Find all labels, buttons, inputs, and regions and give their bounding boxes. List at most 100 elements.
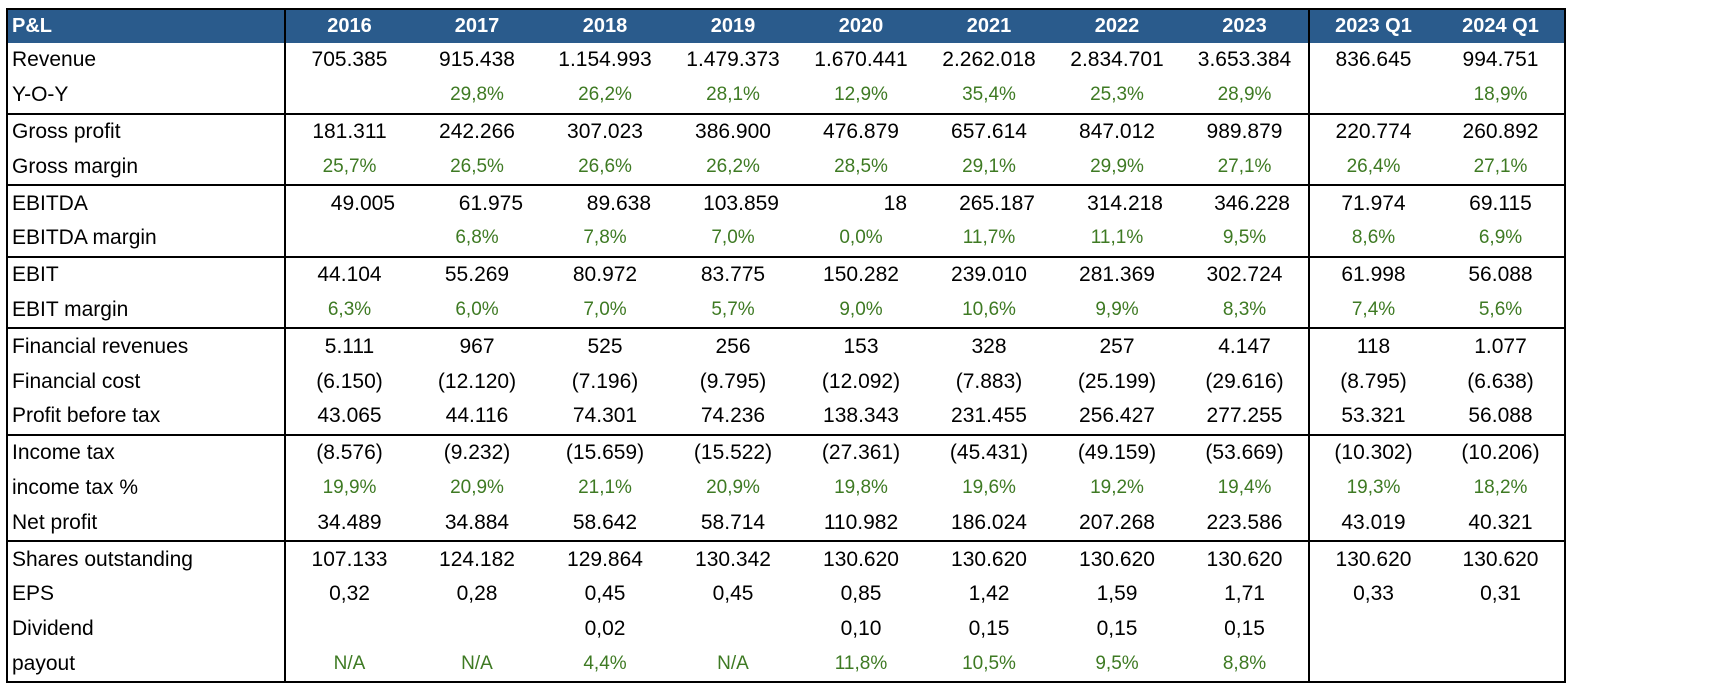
- row-label: Financial revenues: [7, 327, 286, 365]
- cell-value: 705.385: [311, 48, 388, 72]
- header-year: 2022: [1053, 9, 1181, 43]
- cell-value: 25,3%: [1090, 84, 1144, 106]
- cell-value: 49.005: [285, 184, 413, 221]
- cell-value: 18: [797, 184, 925, 221]
- header-label: P&L: [7, 9, 286, 43]
- cell-value: 307.023: [541, 112, 669, 150]
- table-row: Net profit 34.489 34.884 58.642 58.714 110.98…: [7, 505, 1565, 542]
- cell-value: 328: [925, 327, 1053, 365]
- cell-value: 8,6%: [1308, 220, 1437, 257]
- cell-value: 0,10: [840, 617, 882, 641]
- cell-value: 27,1%: [1217, 155, 1272, 177]
- cell-value: 19,3%: [1308, 470, 1437, 506]
- cell-value: 2.834.701: [1070, 48, 1164, 72]
- row-label: income tax %: [7, 470, 286, 506]
- cell-value: (7.883): [955, 369, 1023, 393]
- cell-value: 20,9%: [450, 476, 504, 498]
- cell-value: 29,8%: [450, 84, 504, 106]
- cell-value: 6,8%: [455, 227, 499, 249]
- table-row: EBIT margin 6,3% 6,0% 7,0% 5,7% 9,0% 10,6% 9,9%…: [7, 292, 1565, 329]
- cell-value: 74.301: [572, 404, 638, 428]
- cell-value: 0,45: [712, 582, 754, 606]
- cell-value: 231.455: [951, 404, 1027, 428]
- cell-value: 19,8%: [834, 476, 888, 498]
- row-label: Y-O-Y: [7, 77, 286, 114]
- cell-value: (15.659): [541, 433, 669, 471]
- cell-value: 28,1%: [706, 84, 760, 106]
- cell-value: 53.321: [1308, 398, 1437, 435]
- cell-value: 9,5%: [1222, 227, 1267, 249]
- cell-value: 0,32: [329, 582, 370, 606]
- table-row: Income tax (8.576) (9.232) (15.659) (15.522)…: [7, 433, 1565, 471]
- cell-value: 281.369: [1053, 255, 1181, 293]
- header-year: 2023: [1181, 9, 1309, 43]
- cell-value: 1,42: [968, 582, 1010, 606]
- cell-value: 239.010: [925, 255, 1053, 293]
- row-label: Financial cost: [7, 364, 286, 399]
- cell-value: 130.620: [1053, 540, 1181, 577]
- cell-value: [669, 612, 797, 647]
- table-row: EBIT 44.104 55.269 80.972 83.775 150.282 239.0…: [7, 255, 1565, 293]
- cell-value: 26,5%: [450, 155, 504, 177]
- cell-value: 61.998: [1308, 255, 1437, 293]
- cell-value: 19,2%: [1090, 476, 1144, 498]
- cell-value: 4.147: [1181, 327, 1309, 365]
- cell-value: 7,0%: [711, 227, 755, 249]
- cell-value: 9,5%: [1095, 652, 1139, 674]
- row-label: Net profit: [7, 505, 286, 542]
- cell-value: 1,59: [1096, 582, 1138, 606]
- cell-value: [1308, 611, 1437, 647]
- cell-value: 6,9%: [1478, 227, 1523, 249]
- cell-value: 43.019: [1308, 505, 1437, 542]
- cell-value: 0,31: [1480, 582, 1521, 606]
- cell-value: 657.614: [925, 112, 1053, 150]
- cell-value: 34.489: [317, 510, 382, 534]
- cell-value: 0,85: [840, 582, 882, 606]
- table-row: Profit before tax 43.065 44.116 74.301 74.23…: [7, 398, 1565, 435]
- cell-value: 153: [797, 327, 925, 365]
- cell-value: 346.228: [1181, 184, 1309, 221]
- cell-value: (8.576): [285, 433, 413, 471]
- cell-value: 56.088: [1468, 404, 1533, 428]
- cell-value: (49.159): [1053, 433, 1181, 471]
- cell-value: 130.620: [1181, 540, 1309, 577]
- cell-value: 130.342: [669, 540, 797, 577]
- cell-value: 130.620: [1308, 540, 1437, 577]
- cell-value: 28,9%: [1217, 84, 1272, 106]
- row-label: EBIT: [7, 255, 286, 293]
- cell-value: 0,15: [1224, 617, 1265, 641]
- cell-value: 83.775: [669, 255, 797, 293]
- cell-value: 124.182: [413, 540, 541, 577]
- cell-value: [1437, 612, 1565, 647]
- cell-value: 20,9%: [706, 476, 760, 498]
- cell-value: (9.232): [413, 433, 541, 471]
- row-label: Shares outstanding: [7, 540, 286, 577]
- row-label: Gross margin: [7, 149, 286, 186]
- cell-value: 0,15: [1096, 617, 1138, 641]
- cell-value: (10.302): [1308, 433, 1437, 471]
- cell-value: 181.311: [285, 112, 413, 150]
- cell-value: 314.218: [1053, 184, 1181, 221]
- cell-value: 107.133: [285, 540, 413, 577]
- cell-value: 89.638: [541, 184, 669, 221]
- cell-value: 138.343: [823, 404, 899, 428]
- cell-value: (12.092): [821, 369, 901, 393]
- header-year: 2018: [541, 9, 669, 43]
- table-row: Dividend 0,02 0,10 0,15 0,15 0,15: [7, 611, 1565, 647]
- cell-value: 7,8%: [583, 227, 627, 249]
- cell-value: 3.653.384: [1197, 48, 1292, 72]
- header-quarter: 2024 Q1: [1437, 9, 1565, 43]
- table-row: Gross profit 181.311 242.266 307.023 386.900…: [7, 112, 1565, 150]
- table-row: EPS 0,32 0,28 0,45 0,45 0,85 1,42 1,59 1,71 0,33 0…: [7, 576, 1565, 612]
- cell-value: 0,02: [584, 617, 626, 641]
- table-row: Financial cost (6.150) (12.120) (7.196) (9.7…: [7, 364, 1565, 399]
- cell-value: 847.012: [1053, 112, 1181, 150]
- cell-value: N/A: [461, 652, 493, 674]
- header-year: 2016: [285, 9, 413, 43]
- cell-value: 40.321: [1468, 510, 1533, 534]
- cell-value: 0,28: [456, 582, 498, 606]
- table-row: Revenue 705.385 915.438 1.154.993 1.479.373 1…: [7, 43, 1565, 78]
- cell-value: (53.669): [1181, 433, 1309, 471]
- row-label: EPS: [7, 576, 286, 612]
- cell-value: 9,9%: [1095, 298, 1139, 320]
